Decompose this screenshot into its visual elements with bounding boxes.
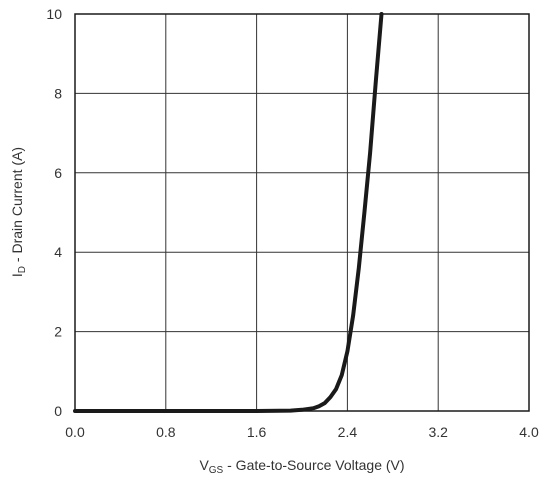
x-tick-labels: 0.0 0.8 1.6 2.4 3.2 4.0 xyxy=(65,424,539,440)
y-tick-label: 4 xyxy=(54,244,62,260)
y-axis-label-sub: D xyxy=(17,266,28,273)
x-axis-label: VGS - Gate-to-Source Voltage (V) xyxy=(199,457,404,476)
grid-lines xyxy=(74,13,530,412)
x-tick-label: 0.8 xyxy=(156,424,176,440)
y-axis-label-main: I xyxy=(9,273,25,277)
drain-current-curve xyxy=(73,12,384,413)
y-axis-label: ID - Drain Current (A) xyxy=(9,147,28,277)
y-tick-label: 6 xyxy=(54,165,62,181)
x-axis-label-main: V xyxy=(199,457,209,473)
x-axis-label-rest: - Gate-to-Source Voltage (V) xyxy=(223,457,404,473)
x-tick-label: 1.6 xyxy=(247,424,267,440)
x-axis-label-sub: GS xyxy=(209,465,224,476)
x-tick-label: 2.4 xyxy=(338,424,358,440)
y-tick-label: 10 xyxy=(46,6,62,22)
y-axis-label-rest: - Drain Current (A) xyxy=(9,147,25,266)
y-tick-label: 0 xyxy=(54,403,62,419)
x-tick-label: 0.0 xyxy=(65,424,85,440)
y-tick-label: 2 xyxy=(54,324,62,340)
y-tick-labels: 0 2 4 6 8 10 xyxy=(46,6,62,419)
x-tick-label: 4.0 xyxy=(519,424,539,440)
x-tick-label: 3.2 xyxy=(428,424,448,440)
y-tick-label: 8 xyxy=(54,85,62,101)
plot-frame xyxy=(74,13,530,412)
